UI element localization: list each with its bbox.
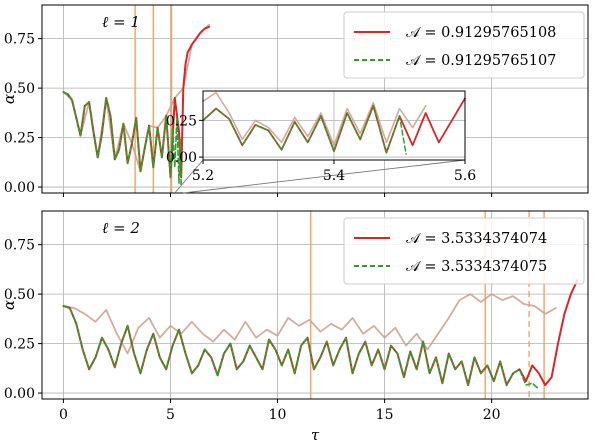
y-tick-label-3: 0.75 <box>4 238 35 254</box>
inset-x-tick-label-0: 5.2 <box>192 168 214 184</box>
series-bottom <box>62 279 579 390</box>
legend-box <box>343 217 585 285</box>
x-axis-label: τ <box>311 426 320 444</box>
inset-y-tick-label-0: 0.00 <box>166 150 197 166</box>
y-tick-label-2: 0.50 <box>4 81 35 97</box>
panel-bottom: 0.00 0.25 0.50 0.75 0 5 10 15 20 ℓ = 2 α τ 𝒜 = 3… <box>0 210 589 444</box>
series-top <box>62 23 210 188</box>
x-tick-label-3: 15 <box>376 407 394 423</box>
panel-top: 0.00 0.25 0.50 0.75 ℓ = 1 α 𝒜 = 0.912957651… <box>0 4 589 197</box>
legend-box <box>343 11 585 79</box>
legend-label-1: 𝒜 = 0.91295765107 <box>406 53 556 69</box>
panel-label-bottom: ℓ = 2 <box>102 219 140 237</box>
y-axis-label-top: α <box>0 94 18 104</box>
y-tick-label-1: 0.25 <box>4 131 35 147</box>
ticks-bottom: 0.00 0.25 0.50 0.75 0 5 10 15 20 <box>4 238 501 423</box>
inset-series-line-1 <box>202 104 407 155</box>
x-tick-label-0: 0 <box>59 407 68 423</box>
series-line-2 <box>62 293 557 355</box>
y-tick-label-3: 0.75 <box>4 32 35 48</box>
x-tick-label-1: 5 <box>166 407 175 423</box>
inset-zoom: 0.00 0.25 5.2 5.4 5.6 <box>166 90 476 194</box>
y-axis-label-bottom: α <box>0 300 18 310</box>
y-tick-label-0: 0.00 <box>4 386 35 402</box>
series-line-1 <box>62 91 182 188</box>
x-tick-label-2: 10 <box>269 407 287 423</box>
y-tick-label-0: 0.00 <box>4 180 35 196</box>
legend-label-0: 𝒜 = 3.5334374074 <box>406 231 547 247</box>
y-tick-label-1: 0.25 <box>4 337 35 353</box>
ticks-top: 0.00 0.25 0.50 0.75 <box>4 32 493 197</box>
panel-label-top: ℓ = 1 <box>102 13 140 31</box>
series-line-0 <box>62 279 579 387</box>
x-tick-label-4: 20 <box>483 407 501 423</box>
legend-label-1: 𝒜 = 3.5334374075 <box>406 259 547 275</box>
legend-top: 𝒜 = 0.91295765108 𝒜 = 0.91295765107 <box>343 11 585 79</box>
axes-frame-bottom <box>41 210 589 400</box>
series-line-1 <box>62 305 540 390</box>
inset-series-line-2 <box>202 91 427 147</box>
inset-y-tick-label-1: 0.25 <box>166 113 197 129</box>
inset-x-tick-label-2: 5.6 <box>454 168 476 184</box>
legend-label-0: 𝒜 = 0.91295765108 <box>406 25 556 41</box>
y-tick-label-2: 0.50 <box>4 287 35 303</box>
inset-x-tick-label-1: 5.4 <box>323 168 345 184</box>
axes-frame-top <box>41 4 589 194</box>
inset-connector-right <box>183 159 466 194</box>
legend-bottom: 𝒜 = 3.5334374074 𝒜 = 3.5334374075 <box>343 217 585 285</box>
inset-connector-left <box>174 159 204 194</box>
